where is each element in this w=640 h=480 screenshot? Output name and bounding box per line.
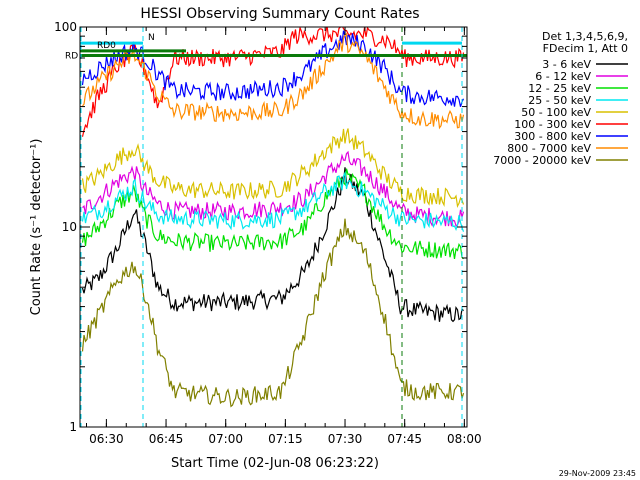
- series-line-0: [81, 167, 464, 323]
- y-axis-label: Count Rate (s⁻¹ detector⁻¹): [29, 139, 44, 316]
- series-line-2: [81, 168, 464, 260]
- x-tick-label: 06:45: [149, 432, 184, 446]
- y-tick-label: 10: [62, 220, 77, 234]
- y-tick-label: 1: [69, 420, 77, 434]
- x-tick-label: 07:30: [328, 432, 363, 446]
- chart-title: HESSI Observing Summary Count Rates: [140, 6, 419, 22]
- y-tick-label: 100: [54, 20, 77, 34]
- footer-timestamp: 29-Nov-2009 23:45: [559, 469, 636, 478]
- legend: Det 1,3,4,5,6,9, FDecim 1, Att 0 3 - 6 k…: [493, 30, 628, 167]
- legend-entry-label: 300 - 800 keV: [514, 130, 591, 143]
- flag-label-rd: RD: [65, 52, 78, 62]
- legend-entry-label: 800 - 7000 keV: [507, 142, 591, 155]
- series-line-6: [81, 30, 465, 107]
- x-tick-label: 06:30: [89, 432, 124, 446]
- legend-header-decimation: FDecim 1, Att 0: [543, 42, 628, 55]
- x-tick-label: 07:15: [268, 432, 303, 446]
- legend-entry-label: 50 - 100 keV: [521, 106, 591, 119]
- x-axis-label: Start Time (02-Jun-08 06:23:22): [171, 456, 379, 471]
- series-line-8: [81, 218, 465, 408]
- series-line-4: [81, 128, 465, 208]
- legend-entry-label: 25 - 50 keV: [528, 94, 591, 107]
- legend-header-detectors: Det 1,3,4,5,6,9,: [542, 30, 628, 43]
- legend-entry-label: 100 - 300 keV: [514, 118, 591, 131]
- x-tick-label: 07:45: [387, 432, 422, 446]
- x-tick-label: 07:00: [208, 432, 243, 446]
- legend-entry-label: 12 - 25 keV: [528, 82, 591, 95]
- series-line-1: [82, 150, 465, 227]
- legend-entry-label: 7000 - 20000 keV: [493, 154, 591, 167]
- legend-entry-label: 6 - 12 keV: [535, 70, 591, 83]
- flag-label-rd0: RD0: [97, 41, 116, 51]
- flag-label-n: N: [148, 33, 155, 43]
- series-line-7: [82, 32, 465, 130]
- series-line-3: [81, 170, 465, 232]
- x-tick-label: 08:00: [447, 432, 482, 446]
- legend-entry-label: 3 - 6 keV: [542, 58, 591, 71]
